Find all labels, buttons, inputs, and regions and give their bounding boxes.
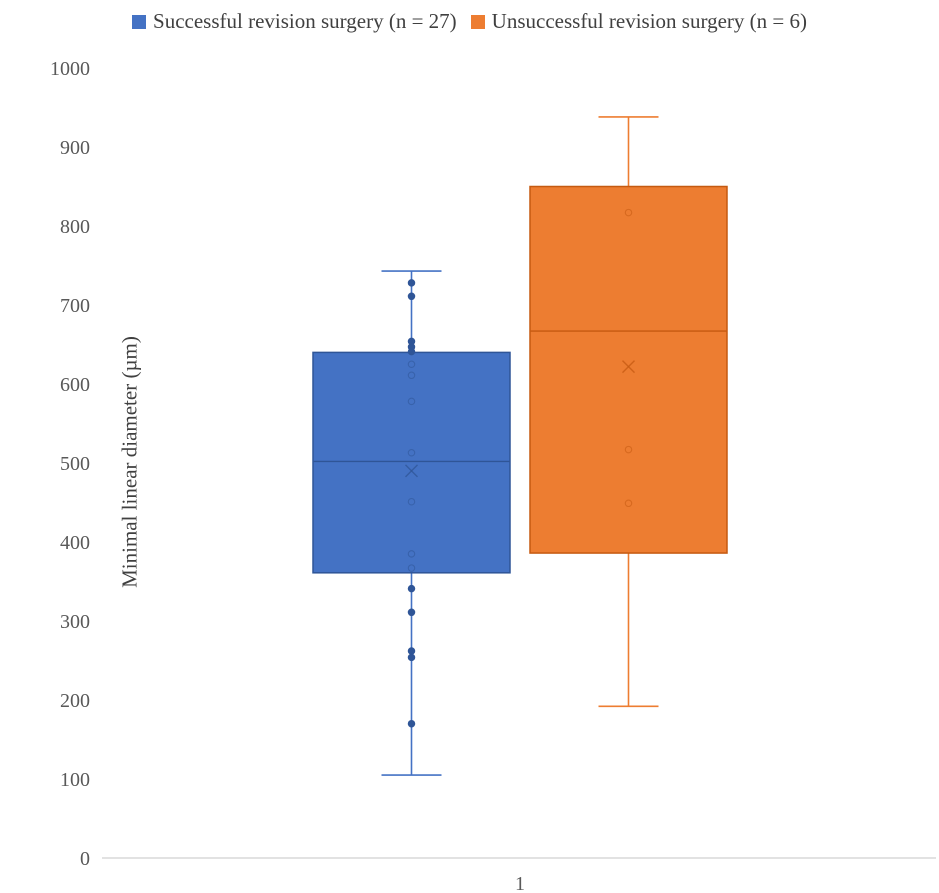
y-tick-label: 0 (80, 848, 90, 870)
y-tick-label: 100 (60, 769, 90, 791)
y-tick-label: 700 (60, 295, 90, 317)
x-tick-label: 1 (515, 873, 525, 893)
data-point-successful (407, 371, 416, 380)
data-point-successful (407, 337, 416, 346)
data-point-successful (407, 360, 416, 368)
legend-item-unsuccessful: Unsuccessful revision surgery (n = 6) (470, 9, 807, 34)
mean-marker-successful (405, 464, 418, 478)
data-point-unsuccessful (624, 445, 633, 454)
y-tick-label: 200 (60, 690, 90, 712)
y-tick-label: 900 (60, 137, 90, 159)
data-point-unsuccessful (624, 499, 633, 508)
data-point-successful (407, 564, 416, 572)
data-point-successful (407, 584, 416, 593)
mean-marker-unsuccessful (622, 360, 635, 374)
data-point-successful (407, 397, 416, 406)
legend-item-successful: Successful revision surgery (n = 27) (132, 9, 457, 34)
data-point-successful (407, 647, 416, 655)
y-tick-label: 400 (60, 532, 90, 554)
data-point-successful (407, 448, 416, 457)
y-tick-label: 500 (60, 453, 90, 475)
box-unsuccessful (529, 185, 728, 554)
y-tick-label: 600 (60, 374, 90, 396)
data-point-successful (407, 653, 416, 662)
legend-swatch-unsuccessful (470, 14, 485, 29)
legend-label-unsuccessful: Unsuccessful revision surgery (n = 6) (491, 9, 807, 33)
data-point-successful (407, 608, 416, 617)
legend-label-successful: Successful revision surgery (n = 27) (153, 9, 457, 33)
data-point-successful (407, 292, 416, 301)
y-tick-label: 800 (60, 216, 90, 238)
y-tick-label: 1000 (50, 58, 90, 80)
legend-swatch-successful (132, 14, 147, 29)
data-point-unsuccessful (624, 208, 633, 217)
data-point-successful (407, 550, 416, 558)
data-point-successful (407, 719, 416, 728)
y-tick-label: 300 (60, 611, 90, 633)
legend: Successful revision surgery (n = 27) Uns… (0, 9, 939, 34)
data-point-successful (407, 497, 416, 506)
box-successful (312, 351, 511, 574)
data-point-successful (407, 279, 416, 287)
